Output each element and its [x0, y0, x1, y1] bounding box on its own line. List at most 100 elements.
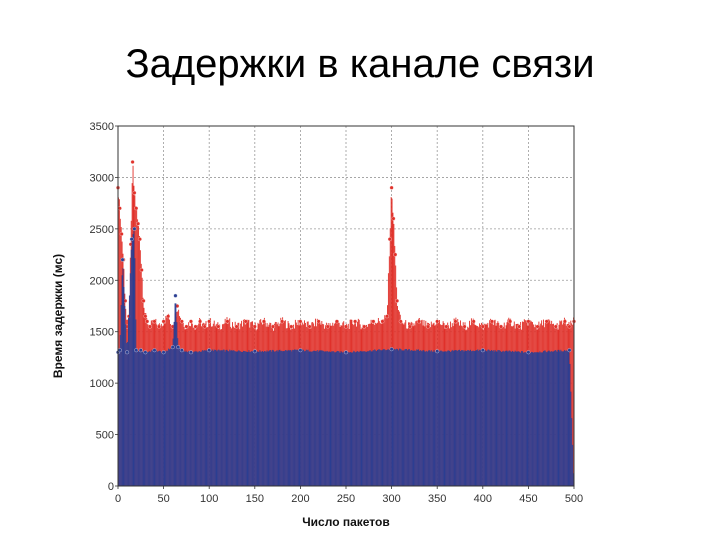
base-delay-bar-16 [132, 234, 134, 486]
total-delay-point-42 [316, 319, 321, 324]
total-delay-point-35 [252, 324, 257, 329]
base-delay-bar-409 [491, 350, 492, 486]
base-delay-bar-426 [506, 350, 508, 486]
base-delay-bar-124 [231, 350, 232, 486]
y-tick-label-1: 500 [96, 430, 114, 442]
base-delay-bar-211 [310, 351, 312, 486]
base-delay-bar-163 [266, 350, 268, 486]
total-delay-point-58 [417, 319, 421, 324]
base-delay-bar-8 [125, 324, 127, 486]
base-delay-bar-175 [277, 351, 279, 486]
base-delay-bar-427 [507, 351, 509, 486]
base-delay-bar-76 [187, 352, 189, 486]
base-delay-bar-154 [258, 351, 260, 486]
base-delay-bar-383 [467, 349, 469, 486]
base-delay-bar-33 [148, 351, 150, 486]
base-delay-bar-207 [306, 350, 308, 486]
base-delay-bar-134 [240, 351, 242, 486]
base-delay-bar-1 [118, 350, 120, 486]
base-delay-bar-442 [521, 351, 523, 486]
base-delay-bar-127 [233, 350, 235, 486]
base-delay-bar-221 [319, 350, 321, 486]
base-delay-bar-381 [465, 350, 467, 486]
base-delay-bar-497 [571, 418, 573, 486]
x-tick-label-2: 100 [200, 493, 218, 505]
total-delay-point-68 [508, 319, 513, 324]
x-tick-label-7: 350 [428, 493, 446, 505]
base-delay-bar-326 [415, 350, 417, 486]
base-delay-bar-27 [142, 351, 144, 486]
base-delay-bar-239 [335, 351, 337, 486]
total-delay-point-71 [535, 324, 540, 329]
base-delay-bar-156 [260, 351, 262, 486]
base-delay-bar-315 [405, 348, 407, 486]
base-delay-bar-334 [422, 349, 424, 486]
base-delay-point-23 [526, 350, 531, 355]
y-tick-label-5: 2500 [90, 224, 114, 236]
base-delay-bar-50 [163, 351, 165, 486]
base-delay-bar-261 [356, 351, 357, 486]
base-delay-bar-420 [501, 351, 502, 486]
base-delay-bar-69 [180, 350, 182, 486]
base-delay-bar-356 [442, 351, 444, 486]
base-delay-bar-230 [327, 352, 329, 486]
base-delay-bar-423 [503, 351, 505, 486]
total-delay-point-13 [139, 268, 144, 272]
base-delay-bar-93 [202, 350, 204, 486]
base-delay-bar-89 [199, 351, 201, 486]
base-delay-series [116, 226, 574, 486]
base-delay-bar-486 [561, 351, 563, 486]
total-delay-point-29 [202, 324, 207, 329]
base-delay-bar-85 [195, 351, 197, 486]
total-delay-point-63 [462, 324, 467, 329]
base-delay-bar-262 [356, 351, 358, 486]
total-delay-point-55 [395, 298, 400, 303]
y-tick-labels: 0 500 1000 1500 2000 2500 3000 3500 [90, 121, 118, 493]
base-delay-bar-209 [308, 351, 310, 486]
base-delay-bar-393 [476, 350, 478, 486]
total-delay-point-54 [393, 252, 398, 257]
base-delay-bar-106 [214, 350, 216, 486]
total-delay-point-57 [407, 324, 412, 329]
base-delay-bar-80 [190, 353, 192, 486]
base-delay-bar-271 [365, 351, 367, 486]
base-delay-bar-158 [262, 351, 264, 486]
base-delay-bar-416 [497, 349, 499, 486]
base-delay-bar-288 [380, 350, 382, 486]
base-delay-bar-240 [336, 350, 338, 486]
base-delay-bar-190 [291, 351, 293, 486]
base-delay-bar-349 [436, 350, 438, 486]
base-delay-bar-359 [445, 351, 447, 486]
base-delay-bar-259 [354, 351, 356, 486]
base-delay-bar-495 [569, 363, 571, 486]
base-delay-point-17 [252, 349, 257, 354]
base-delay-point-24 [567, 348, 572, 353]
base-delay-bar-324 [413, 350, 415, 486]
base-delay-bar-345 [432, 351, 434, 486]
base-delay-bar-276 [369, 350, 371, 486]
total-delay-bar-1 [118, 199, 120, 487]
base-delay-bar-135 [241, 351, 243, 486]
base-delay-bar-102 [211, 350, 212, 486]
base-delay-bar-226 [324, 351, 326, 486]
total-delay-point-16 [145, 319, 150, 324]
base-delay-bar-179 [281, 350, 283, 486]
base-delay-bar-51 [164, 351, 166, 486]
total-delay-point-49 [380, 319, 385, 324]
base-delay-bar-278 [371, 351, 373, 486]
x-tick-label-10: 500 [565, 493, 583, 505]
total-delay-point-51 [387, 237, 392, 242]
base-delay-bar-196 [296, 349, 298, 486]
base-delay-bar-355 [441, 351, 443, 486]
base-delay-bar-162 [265, 351, 267, 486]
base-delay-bar-447 [525, 352, 527, 486]
total-delay-point-28 [198, 319, 203, 324]
total-delay-point-31 [216, 324, 221, 329]
base-delay-bar-422 [502, 350, 504, 486]
total-delay-point-24 [179, 319, 184, 324]
base-delay-bar-166 [269, 350, 271, 486]
base-delay-bar-325 [414, 350, 416, 486]
base-delay-bar-108 [216, 351, 218, 486]
total-delay-point-62 [453, 319, 458, 324]
total-delay-point-26 [189, 319, 193, 324]
